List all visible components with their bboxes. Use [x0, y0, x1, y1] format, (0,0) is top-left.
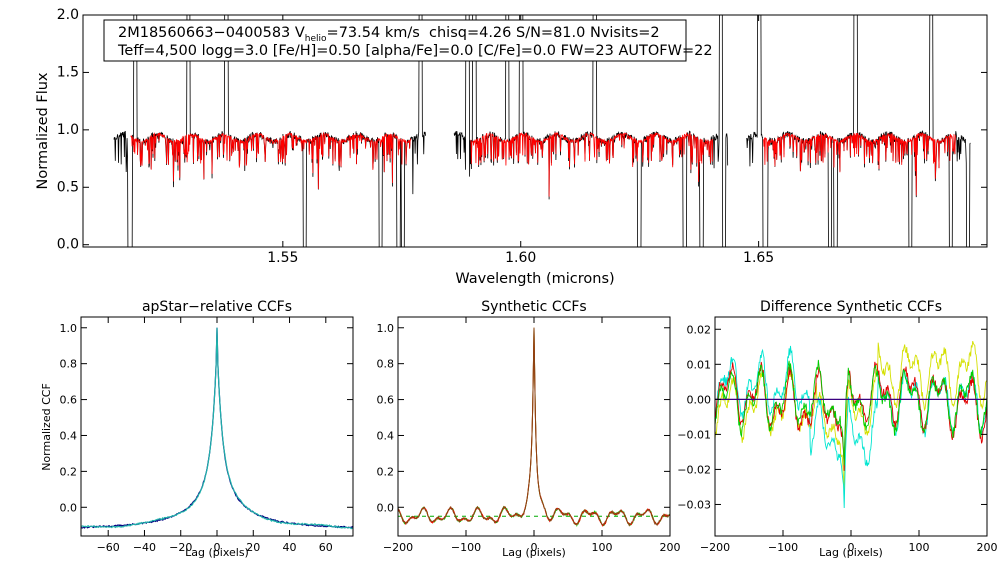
difference-xlabel: Lag (pixels): [819, 546, 883, 559]
synthetic-ccf-panel: Synthetic CCFs −200 −100 0 100 200 0.0 0.2 0.4 0…: [377, 299, 681, 559]
spectrum-info-box: 2M18560663−0400583 Vhelio=73.54 km/s chi…: [103, 19, 713, 62]
y-tick-label: 0.4: [377, 429, 395, 442]
x-tick-label: 1.55: [267, 250, 298, 266]
x-tick-label: 100: [592, 541, 613, 554]
x-tick-label: 0: [848, 541, 855, 554]
x-tick-label: 1.65: [743, 250, 774, 266]
y-tick-label: −0.01: [677, 428, 711, 441]
spectrum-panel: 1.55 1.60 1.65 0.0 0.5 1.0 1.5 2.0 2M18560663−0…: [35, 7, 988, 287]
x-tick-label: −200: [383, 541, 413, 554]
synthetic-xlabel: Lag (pixels): [502, 546, 566, 559]
x-tick-label: 40: [283, 541, 297, 554]
apstar-title: apStar−relative CCFs: [142, 299, 292, 315]
y-tick-label: 0.8: [377, 358, 395, 371]
y-tick-label: −0.02: [677, 463, 711, 476]
y-tick-label: 0.00: [687, 393, 712, 406]
model-spectrum-chip-1: [130, 131, 412, 189]
spectrum-ylabel: Normalized Flux: [35, 72, 51, 189]
synthetic-title: Synthetic CCFs: [481, 299, 586, 315]
y-tick-label: 0.6: [377, 394, 395, 407]
y-tick-label: 1.0: [60, 322, 78, 335]
spectrum-xlabel: Wavelength (microns): [455, 271, 614, 287]
apstar-series: [80, 327, 354, 530]
synthetic-ticks: −200 −100 0 100 200 0.0 0.2 0.4 0.6 0.8 1.0: [377, 317, 681, 554]
apstar-ccf-panel: apStar−relative CCFs −60 −40 −20 0 20 40 60 0.0…: [40, 299, 354, 559]
x-tick-label: −60: [97, 541, 120, 554]
y-tick-label: 1.0: [57, 122, 79, 138]
apstar-ticks: −60 −40 −20 0 20 40 60 0.0 0.2 0.4 0.6 0.8 1.0: [60, 317, 353, 554]
x-tick-label: 200: [660, 541, 681, 554]
spectrum-ticks: 1.55 1.60 1.65 0.0 0.5 1.0 1.5 2.0: [57, 7, 987, 266]
apstar-ylabel: Normalized CCF: [40, 383, 53, 471]
y-tick-label: 1.5: [57, 64, 79, 80]
x-tick-label: −20: [169, 541, 192, 554]
y-tick-label: 0.4: [60, 429, 78, 442]
model-spectrum-chip-2: [470, 131, 714, 197]
difference-ccf-panel: Difference Synthetic CCFs −200 −100 0 100 20…: [677, 299, 997, 559]
x-tick-label: 0: [531, 541, 538, 554]
difference-title: Difference Synthetic CCFs: [760, 299, 942, 315]
x-tick-label: 20: [246, 541, 260, 554]
model-spectrum-chip-3: [763, 132, 957, 196]
y-tick-label: 0.6: [60, 394, 78, 407]
x-tick-label: 60: [319, 541, 333, 554]
synthetic-ccf-3: [397, 327, 671, 527]
y-tick-label: 0.5: [57, 179, 79, 195]
synthetic-series: [397, 327, 671, 527]
y-tick-label: 1.0: [377, 322, 395, 335]
x-tick-label: −100: [451, 541, 481, 554]
y-tick-label: 2.0: [57, 7, 79, 23]
x-tick-label: −40: [133, 541, 156, 554]
x-tick-label: −100: [768, 541, 798, 554]
x-tick-label: 200: [977, 541, 998, 554]
x-tick-label: 0: [214, 541, 221, 554]
apstar-ccf-2: [80, 327, 354, 530]
y-tick-label: 0.8: [60, 358, 78, 371]
spectrum-series: [113, 15, 971, 247]
x-tick-label: 1.60: [505, 250, 536, 266]
y-tick-label: 0.0: [377, 501, 395, 514]
y-tick-label: 0.01: [687, 358, 712, 371]
y-tick-label: 0.0: [60, 501, 78, 514]
y-tick-label: 0.02: [687, 323, 712, 336]
info-line-1: 2M18560663−0400583 Vhelio=73.54 km/s chi…: [118, 25, 660, 44]
info-line-2: Teff=4,500 logg=3.0 [Fe/H]=0.50 [alpha/F…: [117, 43, 713, 59]
apstar-xlabel: Lag (pixels): [185, 546, 249, 559]
difference-ticks: −200 −100 0 100 200 −0.03 −0.02 −0.01 0.00 0.01 0.…: [677, 317, 998, 554]
y-tick-label: 0.2: [377, 465, 395, 478]
difference-ccf-4: [715, 359, 987, 466]
y-tick-label: 0.0: [57, 237, 79, 253]
spectrum-axes-frame: [82, 14, 988, 248]
difference-series: [715, 340, 987, 509]
x-tick-label: 100: [909, 541, 930, 554]
x-tick-label: −200: [700, 541, 730, 554]
y-tick-label: 0.2: [60, 465, 78, 478]
y-tick-label: −0.03: [677, 498, 711, 511]
